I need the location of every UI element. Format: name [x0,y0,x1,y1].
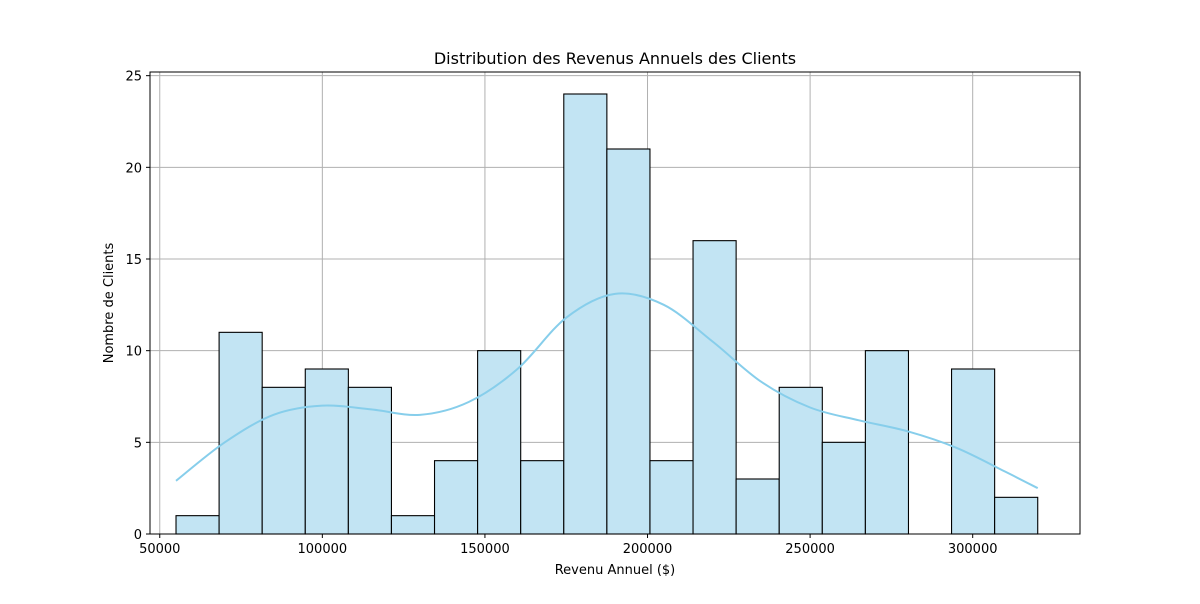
x-axis-label: Revenu Annuel ($) [555,563,676,578]
histogram-bar-2 [261,386,306,535]
kde-layer [175,292,1039,490]
bars-layer [175,93,1039,535]
x-tick-label-1: 100000 [298,542,348,557]
histogram-bar-19 [994,496,1039,535]
x-tick-label-0: 50000 [139,542,180,557]
y-axis-label: Nombre de Clients [102,242,117,363]
y-tick-label-3: 15 [125,253,142,268]
histogram-bar-5 [390,515,436,535]
kde-line [175,292,1039,490]
plot-frame [149,71,1081,535]
x-tick-label-2: 150000 [460,542,510,557]
y-tick-label-1: 5 [134,436,142,451]
histogram-bar-6 [433,460,479,535]
histogram-bar-14 [778,386,823,535]
x-tick-label-3: 200000 [623,542,673,557]
histogram-bar-13 [735,478,780,535]
histogram-bar-16 [864,350,910,535]
x-tick-label-4: 250000 [785,542,835,557]
y-tick-label-2: 10 [125,345,142,360]
histogram-bar-3 [304,368,349,535]
histogram-bar-12 [692,240,737,535]
y-tick-label-0: 0 [134,528,142,543]
x-axis-ticks: 50000 100000 150000 200000 250000 300000 [139,534,998,557]
y-tick-label-4: 20 [125,161,142,176]
histogram-bar-11 [649,460,694,535]
histogram-bar-8 [520,460,565,535]
y-axis-ticks: 0 5 10 15 20 25 [125,70,150,543]
histogram-bar-15 [821,441,866,535]
chart-title: Distribution des Revenus Annuels des Cli… [434,49,796,68]
histogram-bar-7 [477,350,522,535]
histogram-bar-10 [606,148,651,535]
x-tick-label-5: 300000 [948,542,998,557]
y-tick-label-5: 25 [125,70,142,85]
histogram-bar-0 [175,515,220,535]
histogram-bar-18 [951,368,996,535]
